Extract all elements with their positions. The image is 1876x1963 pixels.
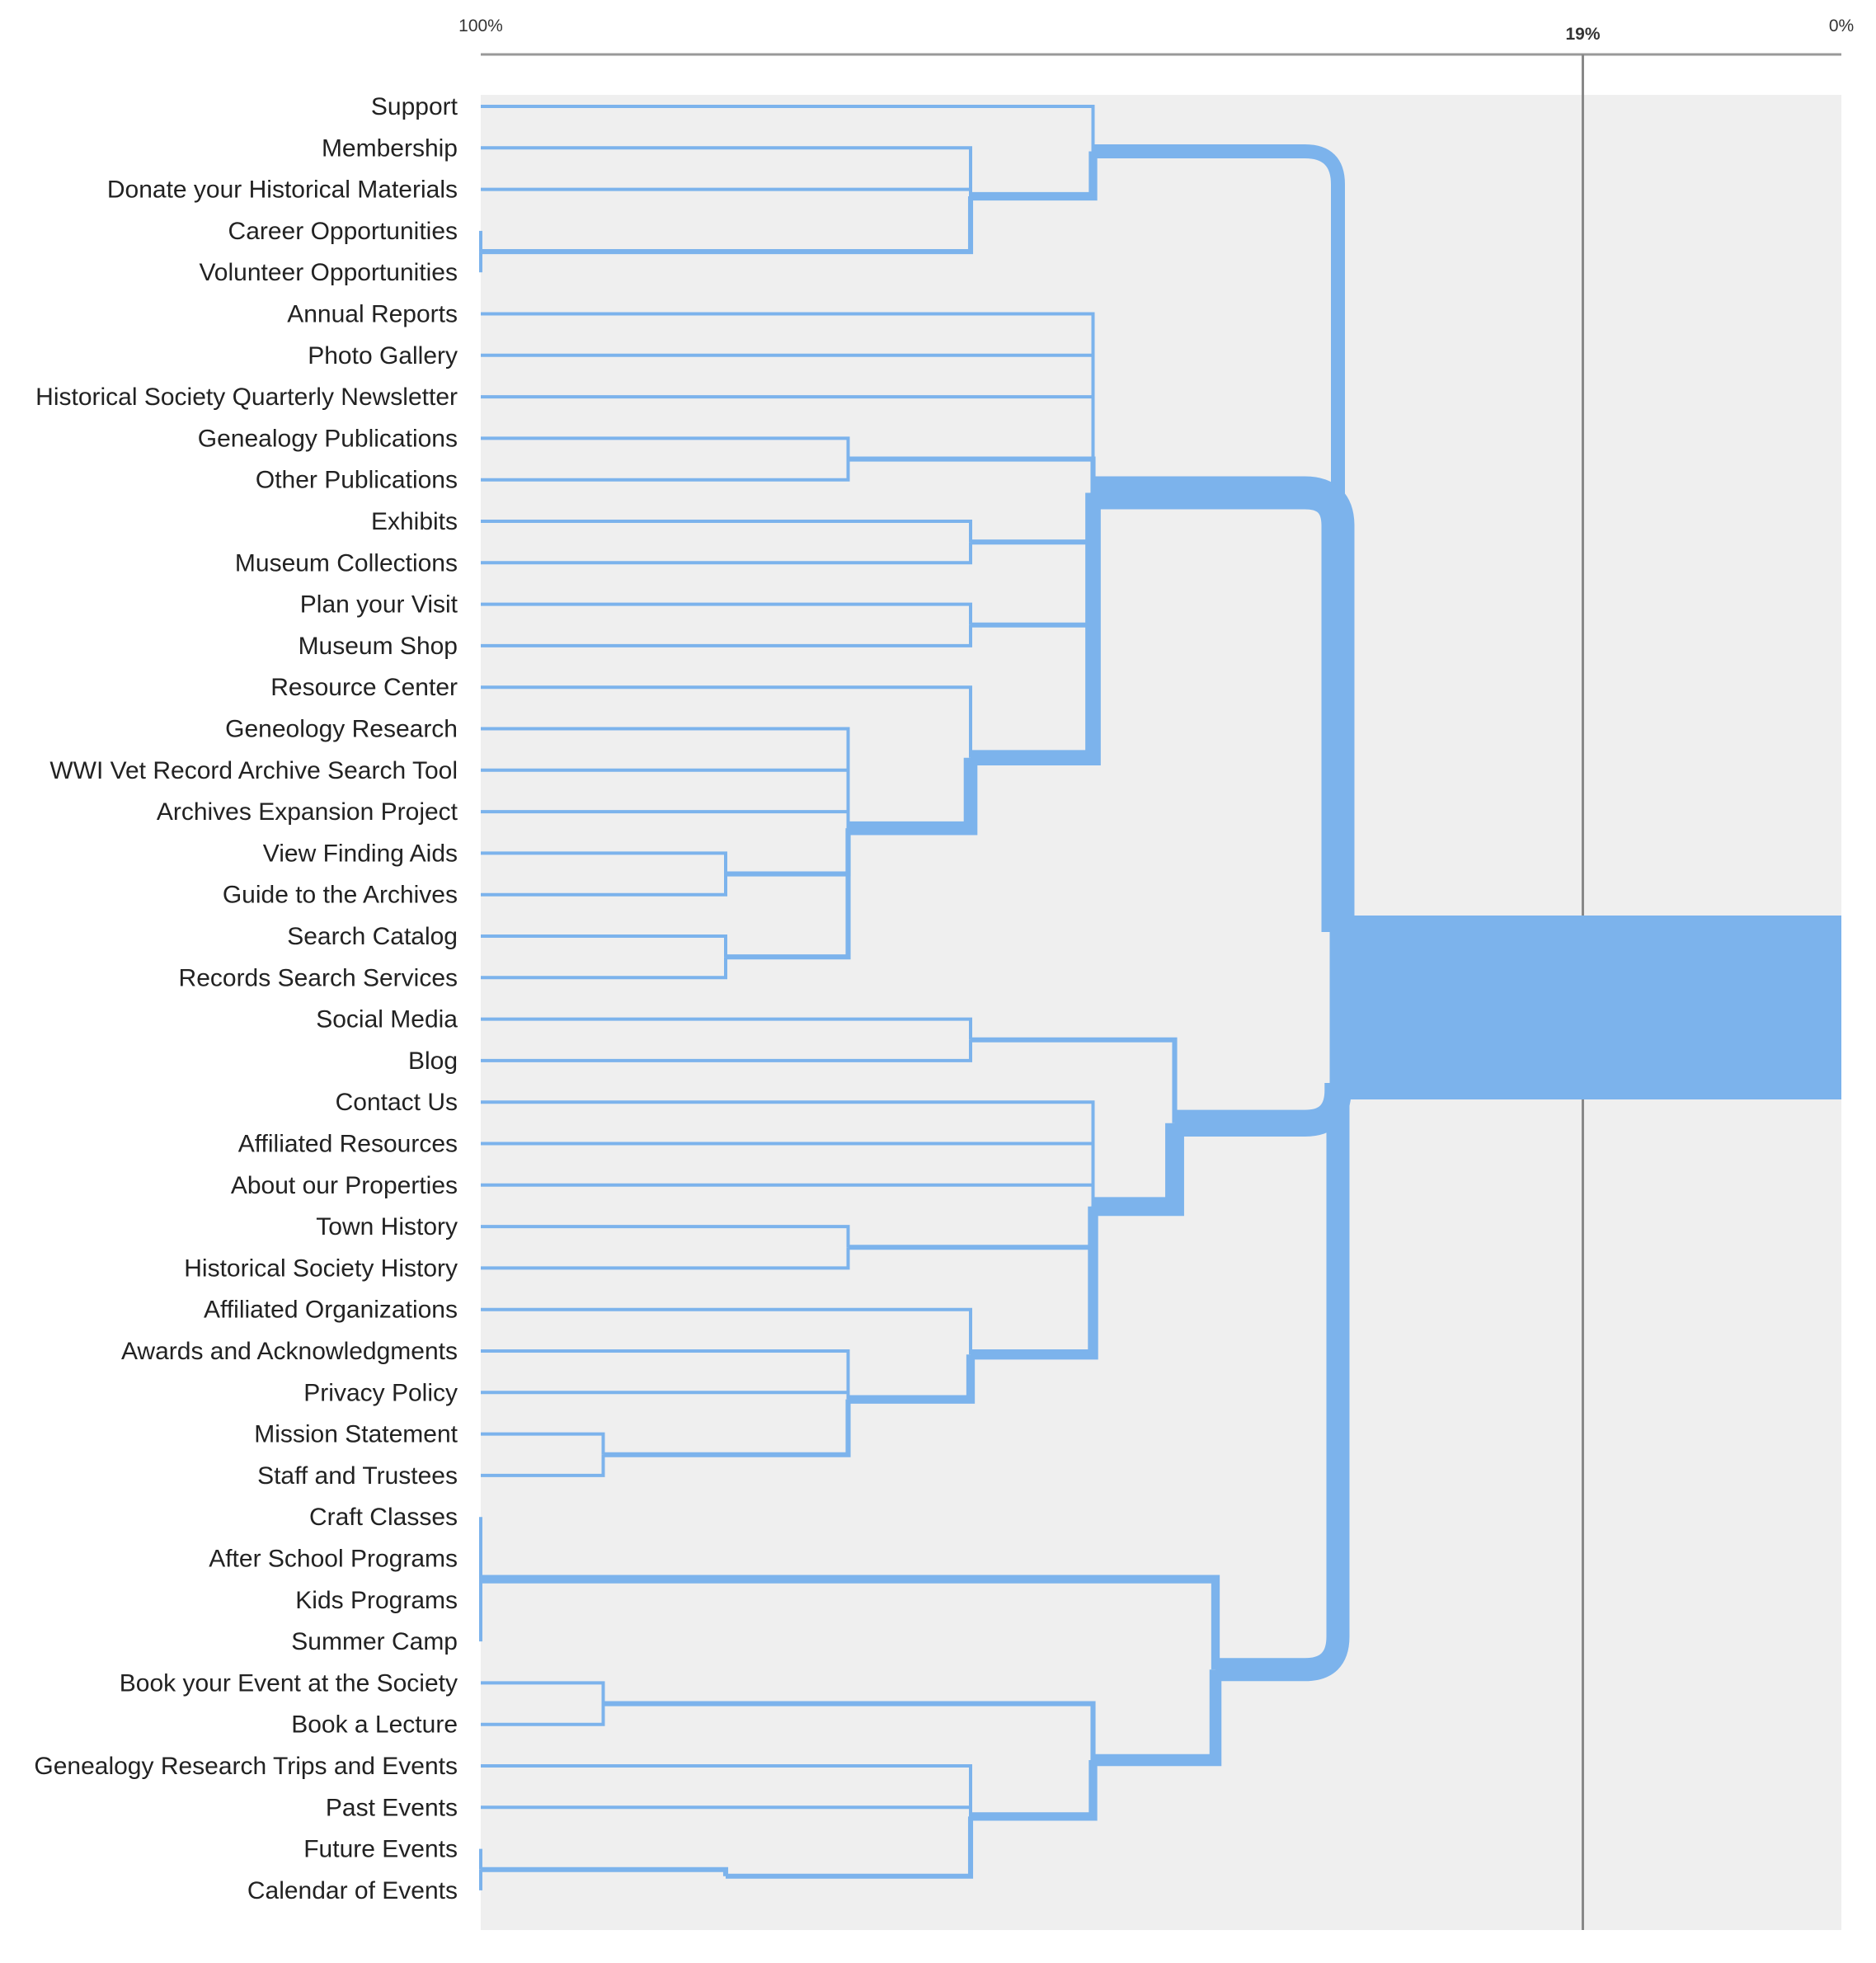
leaf-label-resource-center: Resource Center (270, 674, 458, 701)
leaf-label-after-school-programs: After School Programs (209, 1546, 458, 1573)
branch-r1-1 (481, 851, 727, 874)
leaf-label-annual-reports: Annual Reports (287, 301, 458, 328)
branch-r1-2 (481, 873, 727, 897)
leaf-label-archives-expansion-project: Archives Expansion Project (157, 798, 458, 826)
axis-tick-0-percent: 0% (1829, 16, 1854, 35)
leaf-label-museum-shop: Museum Shop (299, 633, 458, 660)
leaf-label-genealogy-research-trips-and-events: Genealogy Research Trips and Events (34, 1753, 458, 1780)
branch-r2-1 (481, 934, 727, 958)
branch-root-2 (1093, 476, 1355, 932)
leaf-label-about-our-properties: About our Properties (231, 1172, 458, 1199)
branch-a2-2 (971, 151, 1098, 201)
branch-o2-3 (603, 1399, 851, 1457)
branch-o3-2 (848, 1354, 976, 1404)
dendrogram-trunk (1093, 144, 1841, 1682)
branch-e1-2 (481, 1703, 605, 1726)
branch-o3-1 (481, 1307, 972, 1355)
leaf-label-calendar-of-events: Calendar of Events (247, 1877, 458, 1904)
branch-m2-1 (481, 602, 972, 625)
branch-e1-1 (481, 1681, 605, 1704)
leaf-label-craft-classes: Craft Classes (309, 1504, 458, 1531)
leaf-labels: Support Membership Donate your Historical … (34, 93, 458, 1904)
branch-a1-3 (481, 195, 974, 255)
branch-b1-7 (971, 492, 1101, 766)
branch-a1-1 (481, 146, 972, 196)
branch-r3-5 (726, 828, 851, 960)
leaf-label-kids-programs: Kids Programs (295, 1587, 458, 1614)
axis-tick-19-percent: 19% (1565, 25, 1600, 44)
branch-e4-1 (481, 1764, 972, 1817)
leaf-label-museum-collections: Museum Collections (235, 549, 458, 577)
branch-c2-1 (971, 1037, 1178, 1123)
leaf-label-geneology-research: Geneology Research (225, 716, 458, 743)
branch-e6-2 (1093, 1669, 1222, 1767)
branch-p1-1 (481, 436, 850, 459)
leaf-label-town-history: Town History (316, 1213, 458, 1240)
leaf-label-affiliated-organizations: Affiliated Organizations (204, 1297, 458, 1324)
branch-r4-2 (848, 757, 978, 836)
leaf-label-contact-us: Contact Us (336, 1089, 458, 1116)
branch-h1-2 (481, 1247, 850, 1270)
branch-m2-2 (481, 624, 972, 647)
branch-o2-1 (481, 1349, 850, 1400)
branch-r4-1 (481, 685, 972, 758)
leaf-label-records-search-services: Records Search Services (179, 964, 458, 991)
branch-r2-2 (481, 957, 727, 980)
branch-r3-2 (481, 768, 850, 829)
leaf-label-mission-statement: Mission Statement (254, 1421, 458, 1448)
leaf-label-social-media: Social Media (316, 1006, 458, 1033)
leaf-label-future-events: Future Events (303, 1836, 458, 1863)
branch-root-4 (1215, 1083, 1350, 1682)
branch-e6-1 (481, 1575, 1220, 1670)
leaf-label-other-publications: Other Publications (256, 467, 458, 494)
branch-s1-2 (481, 1039, 972, 1062)
leaf-label-past-events: Past Events (326, 1794, 458, 1821)
branch-c1-5 (971, 1206, 1098, 1360)
leaf-label-search-catalog: Search Catalog (287, 923, 458, 950)
leaf-label-genealogy-publications: Genealogy Publications (198, 425, 458, 452)
branch-e4-3 (726, 1816, 974, 1879)
branch-h1-1 (481, 1225, 850, 1248)
leaf-label-awards-and-acknowledgments: Awards and Acknowledgments (121, 1338, 458, 1365)
leaf-label-plan-your-visit: Plan your Visit (300, 591, 458, 619)
leaf-label-membership: Membership (322, 134, 458, 162)
leaf-label-support: Support (371, 93, 458, 120)
leaf-label-wwi-vet-record-archive-search-tool: WWI Vet Record Archive Search Tool (49, 757, 458, 784)
leaf-label-guide-to-the-archives: Guide to the Archives (223, 882, 458, 909)
trunk-bar (1329, 916, 1841, 1099)
leaf-label-volunteer-opportunities: Volunteer Opportunities (199, 259, 458, 286)
branch-m1-1 (481, 520, 972, 543)
leaf-label-photo-gallery: Photo Gallery (308, 342, 458, 370)
leaf-label-view-finding-aids: View Finding Aids (263, 840, 458, 867)
leaf-label-career-opportunities: Career Opportunities (228, 218, 458, 245)
branch-m1-2 (481, 542, 972, 565)
branch-o1-1 (481, 1432, 605, 1455)
leaf-label-exhibits: Exhibits (371, 508, 458, 535)
leaf-label-summer-camp: Summer Camp (291, 1628, 458, 1655)
branch-s1-1 (481, 1017, 972, 1040)
leaf-label-blog: Blog (408, 1047, 458, 1075)
branch-p1-2 (481, 459, 850, 482)
leaf-label-affiliated-resources: Affiliated Resources (238, 1131, 458, 1158)
dendrogram-branches (479, 105, 1222, 1890)
leaf-label-staff-and-trustees: Staff and Trustees (257, 1462, 458, 1490)
axis-tick-100-percent: 100% (458, 16, 503, 35)
leaf-label-donate-your-historical-materials: Donate your Historical Materials (107, 177, 458, 204)
branch-c2-2 (1093, 1123, 1184, 1217)
leaf-label-privacy-policy: Privacy Policy (303, 1379, 458, 1406)
branch-a2-1 (481, 105, 1095, 152)
leaf-label-historical-society-history: Historical Society History (184, 1255, 458, 1282)
axis-ticks: 100% 19% 0% (458, 16, 1854, 44)
branch-e5-1 (603, 1701, 1096, 1760)
leaf-label-book-your-event-at-the-society: Book your Event at the Society (120, 1669, 458, 1697)
branch-e5-2 (971, 1759, 1098, 1821)
leaf-label-book-a-lecture: Book a Lecture (291, 1711, 458, 1739)
branch-o1-2 (481, 1454, 605, 1477)
branch-root-1 (1093, 144, 1345, 932)
leaf-label-historical-society-quarterly-newsletter: Historical Society Quarterly Newsletter (35, 384, 458, 411)
